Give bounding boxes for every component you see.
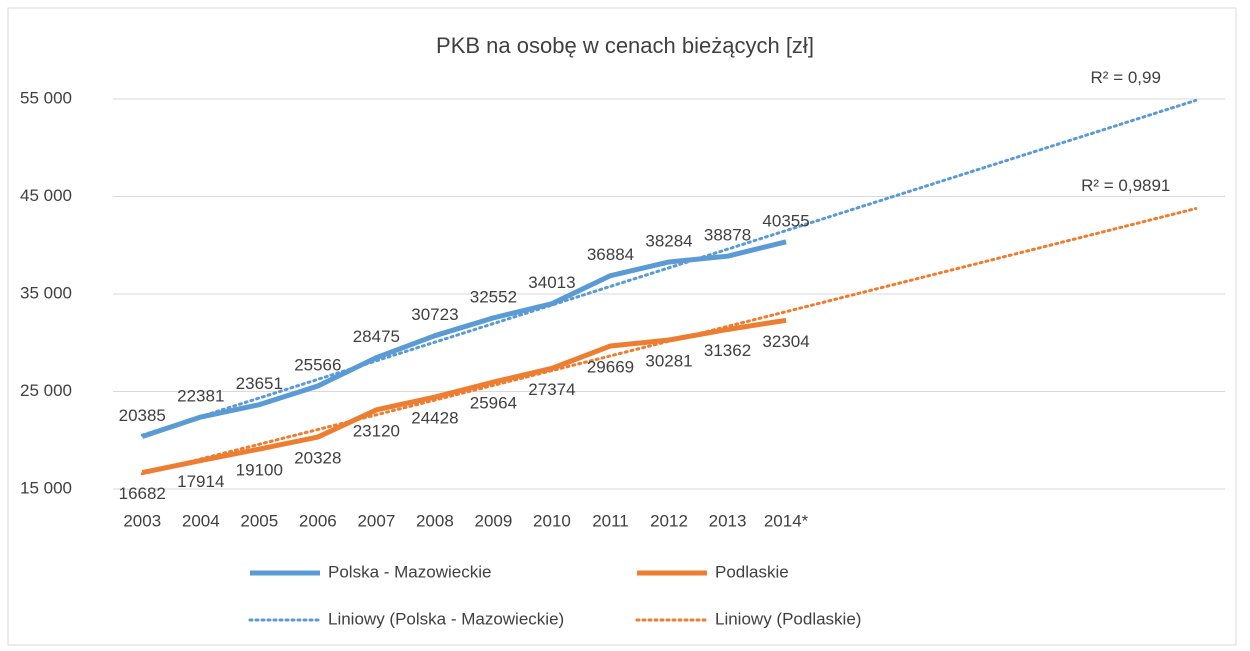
r2-label: R² = 0,99 [1091,68,1161,87]
x-tick-label: 2003 [123,511,161,530]
series-line [141,317,787,476]
data-label: 38878 [704,226,751,245]
data-label: 23120 [353,421,400,440]
data-label: 25964 [470,394,517,413]
data-label: 36884 [587,245,634,264]
series-line [141,239,787,439]
data-label: 34013 [528,273,575,292]
data-label: 30723 [411,305,458,324]
data-label: 22381 [177,387,224,406]
y-tick-label: 55 000 [20,88,72,107]
y-tick-label: 25 000 [20,381,72,400]
y-tick-label: 45 000 [20,186,72,205]
trendline [140,98,1198,437]
r2-label: R² = 0,9891 [1081,176,1170,195]
legend-label: Polska - Mazowieckie [328,562,491,581]
x-tick-label: 2010 [533,511,571,530]
x-tick-label: 2012 [650,511,688,530]
x-tick-label: 2004 [182,511,220,530]
y-tick-label: 15 000 [20,478,72,497]
x-tick-label: 2008 [416,511,454,530]
data-label: 30281 [645,351,692,370]
data-label: 16682 [119,484,166,503]
legend-label: Podlaskie [715,562,789,581]
data-label: 23651 [236,374,283,393]
x-tick-label: 2009 [475,511,513,530]
data-label: 29669 [587,357,634,376]
data-label: 20385 [119,406,166,425]
chart-title: PKB na osobę w cenach bieżących [zł] [436,33,814,58]
data-label: 31362 [704,341,751,360]
data-label: 19100 [236,461,283,480]
data-label: 24428 [411,409,458,428]
legend-label: Liniowy (Polska - Mazowieckie) [328,609,564,628]
x-tick-label: 2011 [592,511,629,530]
x-tick-label: 2014* [764,511,809,530]
legend-label: Liniowy (Podlaskie) [715,609,861,628]
x-tick-label: 2013 [709,511,747,530]
data-label: 32304 [762,332,809,351]
data-label: 20328 [294,449,341,468]
data-label: 25566 [294,355,341,374]
x-tick-label: 2006 [299,511,337,530]
x-tick-label: 2007 [357,511,395,530]
data-label: 38284 [645,231,692,250]
chart-border [7,7,1237,646]
data-label: 28475 [353,327,400,346]
x-tick-label: 2005 [240,511,278,530]
data-label: 40355 [762,211,809,230]
data-label: 32552 [470,287,517,306]
data-label: 17914 [177,472,224,491]
y-tick-label: 35 000 [20,283,72,302]
data-label: 27374 [528,380,575,399]
